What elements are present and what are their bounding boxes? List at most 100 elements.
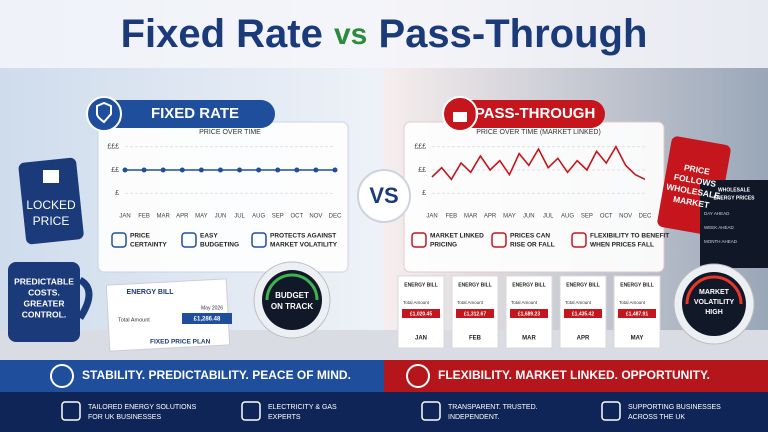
mug-text: CONTROL. <box>22 309 66 319</box>
footer-text: FOR UK BUSINESSES <box>88 414 161 421</box>
gauge-text: BUDGET <box>275 291 309 300</box>
x-tick-label: DEC <box>639 214 652 220</box>
mug <box>8 262 80 342</box>
price-point <box>256 167 262 173</box>
bill-title: ENERGY BILL <box>458 282 492 288</box>
shield-icon <box>86 96 122 132</box>
feature-icon <box>491 232 507 248</box>
mug-text: PREDICTABLE <box>14 276 74 286</box>
title-fixed: Fixed Rate <box>121 12 323 56</box>
vs-circle <box>357 169 411 223</box>
mug-handle <box>77 276 93 320</box>
y-tick-label: ££ <box>111 167 119 174</box>
footer-icon <box>61 401 81 421</box>
feature-text: FLEXIBILITY TO BENEFIT <box>590 233 669 240</box>
volatility-ring <box>685 275 743 305</box>
x-tick-label: JUN <box>215 214 227 220</box>
price-point <box>313 167 319 173</box>
y-tick-label: £ <box>422 190 426 197</box>
fixed-bill <box>105 278 231 352</box>
price-point <box>122 167 128 173</box>
x-tick-label: MAY <box>195 214 208 220</box>
chart-title: PRICE OVER TIME <box>199 129 261 136</box>
gauge-text: MARKET <box>699 289 730 296</box>
x-tick-label: AUG <box>561 214 574 220</box>
feature-icon <box>181 232 197 248</box>
bill-amount-box <box>402 309 440 318</box>
footer-text: SUPPORTING BUSINESSES <box>628 404 721 411</box>
tag-lock <box>43 170 59 183</box>
feature-text: CERTAINTY <box>130 242 167 249</box>
y-tick-label: £££ <box>414 144 426 151</box>
x-tick-label: MAR <box>157 214 171 220</box>
fixed-banner-text: STABILITY. PREDICTABILITY. PEACE OF MIND… <box>82 368 351 382</box>
bill-title: ENERGY BILL <box>512 282 546 288</box>
screen-title: ENERGY PRICES <box>713 195 755 201</box>
y-tick-label: ££ <box>418 167 426 174</box>
volatility-screen <box>682 272 746 336</box>
x-tick-label: JUN <box>523 214 535 220</box>
lock-glyph <box>453 112 467 122</box>
fixed-header <box>95 100 275 128</box>
x-tick-label: NOV <box>309 214 322 220</box>
x-tick-label: MAR <box>464 214 478 220</box>
x-tick-label: FEB <box>138 214 150 220</box>
bill-amount-box <box>564 309 602 318</box>
gauge-text: ON TRACK <box>271 302 313 311</box>
feature-text: MARKET LINKED <box>430 233 484 240</box>
thermostat-ring <box>265 273 319 301</box>
x-tick-label: JAN <box>426 214 437 220</box>
price-point <box>160 167 166 173</box>
x-tick-label: JAN <box>119 214 130 220</box>
fixed-bill-amount-box <box>182 313 232 324</box>
banner-icon <box>50 364 74 388</box>
bill-label: Total Amount <box>118 317 150 323</box>
bill-label: Total Amount <box>457 300 484 305</box>
pass-banner-text: FLEXIBILITY. MARKET LINKED. OPPORTUNITY. <box>438 368 710 382</box>
feature-icon <box>111 232 127 248</box>
x-tick-label: FEB <box>446 214 458 220</box>
locked-tag <box>18 157 84 245</box>
feature-text: PRICES CAN <box>510 233 550 240</box>
x-tick-label: OCT <box>290 214 303 220</box>
bill-title: ENERGY BILL <box>127 289 175 296</box>
y-tick-label: £££ <box>107 144 119 151</box>
price-point <box>275 167 281 173</box>
x-tick-label: SEP <box>272 214 284 220</box>
bill-title: ENERGY BILL <box>566 282 600 288</box>
feature-text: MARKET VOLATILITY <box>270 242 338 249</box>
x-tick-label: MAY <box>503 214 516 220</box>
x-tick-label: JUL <box>543 214 554 220</box>
bill-plan: FIXED PRICE PLAN <box>150 339 211 346</box>
footer <box>0 392 768 432</box>
tag-text: PRICE <box>683 162 711 176</box>
feature-text: WHEN PRICES FALL <box>590 242 654 249</box>
bill-amount: £1,020.45 <box>410 311 432 317</box>
x-tick-label: AUG <box>252 214 265 220</box>
feature-icon <box>411 232 427 248</box>
screen-title: WHOLESALE <box>718 187 751 193</box>
price-point <box>332 167 338 173</box>
bill-amount-box <box>456 309 494 318</box>
feature-text: PRICING <box>430 242 457 249</box>
feature-text: RISE OR FALL <box>510 242 555 249</box>
tag-text: PRICE <box>33 214 70 228</box>
banner-icon <box>406 364 430 388</box>
price-point <box>294 167 300 173</box>
bill-month: MAR <box>522 336 536 342</box>
x-tick-label: OCT <box>600 214 613 220</box>
bill-label: Total Amount <box>565 300 592 305</box>
price-point <box>141 167 147 173</box>
price-point <box>198 167 204 173</box>
feature-text: BUDGETING <box>200 242 239 249</box>
x-tick-label: SEP <box>581 214 593 220</box>
bill-amount: £1,435.42 <box>572 311 594 317</box>
bill-title: ENERGY BILL <box>620 282 654 288</box>
footer-text: ACROSS THE UK <box>628 414 685 421</box>
x-tick-label: JUL <box>234 214 245 220</box>
footer-text: EXPERTS <box>268 414 301 421</box>
vs-label: VS <box>369 183 398 208</box>
bill-amount-box <box>618 309 656 318</box>
feature-icon <box>251 232 267 248</box>
x-tick-label: NOV <box>619 214 632 220</box>
